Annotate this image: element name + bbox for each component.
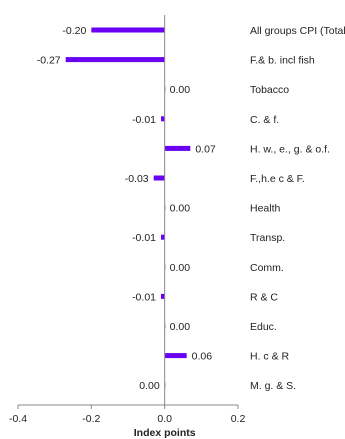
bar (153, 175, 165, 181)
category-label: Educ. (250, 321, 277, 333)
category-label: H. c & R (250, 351, 290, 363)
category-label: M. g. & S. (250, 380, 296, 392)
data-label: -0.01 (132, 291, 156, 303)
bar (164, 353, 187, 359)
data-label: 0.07 (195, 143, 216, 155)
data-label: 0.06 (192, 351, 213, 363)
category-label: F.& b. incl fish (250, 55, 315, 67)
data-label: -0.01 (132, 232, 156, 244)
data-label: 0.00 (170, 262, 191, 274)
data-label: -0.03 (125, 173, 149, 185)
category-label: C. & f. (250, 114, 279, 126)
bar (161, 234, 165, 240)
category-label: Comm. (250, 262, 284, 274)
category-label: All groups CPI (Total) (250, 25, 345, 37)
bars-layer: -0.20 All groups CPI (Total) -0.27 F.& b. i… (37, 25, 345, 392)
category-label: F.,h.e c & F. (250, 173, 305, 185)
x-tick-label: -0.2 (82, 413, 100, 425)
data-label: 0.00 (139, 380, 160, 392)
category-label: Health (250, 203, 281, 215)
category-label: Tobacco (250, 84, 289, 96)
bar (65, 57, 165, 63)
x-tick-label: 0.2 (231, 413, 246, 425)
data-label: -0.01 (132, 114, 156, 126)
category-label: R & C (250, 291, 278, 303)
data-label: 0.00 (170, 84, 191, 96)
category-label: H. w., e., g. & o.f. (250, 143, 330, 155)
category-label: Transp. (250, 232, 285, 244)
bar (161, 293, 165, 299)
x-tick-label: 0.0 (157, 413, 172, 425)
bar (91, 27, 165, 33)
data-label: -0.20 (62, 25, 86, 37)
x-ticks: -0.4 -0.2 0.0 0.2 (9, 405, 245, 425)
data-label: -0.27 (37, 55, 61, 67)
data-label: 0.00 (170, 203, 191, 215)
data-label: 0.00 (170, 321, 191, 333)
x-tick-label: -0.4 (9, 413, 27, 425)
bar (161, 116, 165, 122)
bar (164, 145, 191, 151)
x-axis-label: Index points (134, 427, 196, 439)
